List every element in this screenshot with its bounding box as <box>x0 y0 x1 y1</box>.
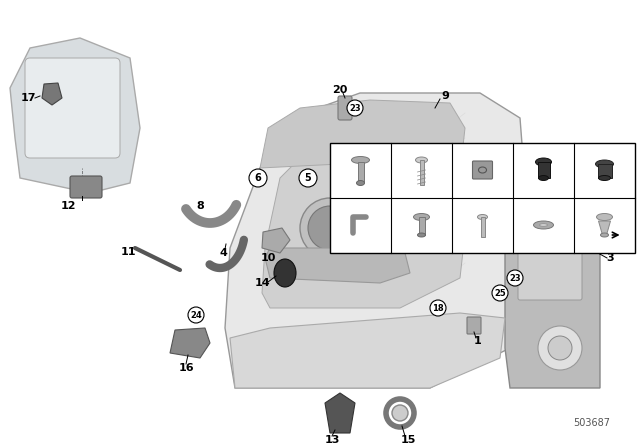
Circle shape <box>502 150 518 166</box>
Text: 23: 23 <box>509 273 521 283</box>
Polygon shape <box>170 328 210 358</box>
Text: 24: 24 <box>190 310 202 319</box>
Bar <box>419 217 424 235</box>
Ellipse shape <box>598 176 611 181</box>
Text: 503687: 503687 <box>573 418 610 428</box>
Polygon shape <box>505 148 600 388</box>
FancyBboxPatch shape <box>472 161 493 179</box>
Ellipse shape <box>538 176 548 181</box>
Text: 10: 10 <box>260 253 276 263</box>
Ellipse shape <box>413 214 429 220</box>
Ellipse shape <box>417 233 426 237</box>
Text: 23: 23 <box>512 233 524 242</box>
Text: 23: 23 <box>477 241 487 247</box>
Ellipse shape <box>274 259 296 287</box>
Text: 19: 19 <box>589 146 600 155</box>
Text: 18: 18 <box>340 206 351 215</box>
Text: 22: 22 <box>399 154 411 163</box>
Ellipse shape <box>356 181 365 185</box>
Text: 16: 16 <box>178 363 194 373</box>
Polygon shape <box>42 83 62 105</box>
Polygon shape <box>262 133 470 308</box>
Ellipse shape <box>477 215 488 220</box>
Text: 5: 5 <box>532 206 538 215</box>
Text: 20: 20 <box>332 85 348 95</box>
Ellipse shape <box>596 214 612 220</box>
Circle shape <box>395 223 415 243</box>
Text: 6: 6 <box>255 173 261 183</box>
Text: 1: 1 <box>474 336 482 346</box>
Polygon shape <box>262 228 290 253</box>
Ellipse shape <box>534 221 554 229</box>
Circle shape <box>188 307 204 323</box>
FancyBboxPatch shape <box>70 176 102 198</box>
Text: 17: 17 <box>20 93 36 103</box>
Ellipse shape <box>415 157 428 163</box>
Text: 6: 6 <box>472 206 477 215</box>
Ellipse shape <box>351 156 369 164</box>
Circle shape <box>299 169 317 187</box>
Text: 3: 3 <box>606 253 614 263</box>
Text: 18: 18 <box>432 303 444 313</box>
Bar <box>330 143 635 253</box>
Polygon shape <box>225 93 530 388</box>
Ellipse shape <box>540 224 547 227</box>
Ellipse shape <box>600 233 609 237</box>
Circle shape <box>430 300 446 316</box>
Text: 14: 14 <box>255 278 271 288</box>
Circle shape <box>507 270 523 286</box>
FancyBboxPatch shape <box>467 317 481 334</box>
Bar <box>598 164 611 178</box>
FancyBboxPatch shape <box>518 216 582 300</box>
Bar <box>358 162 364 182</box>
Text: 23: 23 <box>349 103 361 112</box>
Text: 22: 22 <box>465 146 476 155</box>
Text: 25: 25 <box>340 146 351 155</box>
Polygon shape <box>230 313 505 388</box>
Circle shape <box>497 190 513 206</box>
Text: 23: 23 <box>422 242 431 248</box>
Text: 21: 21 <box>527 146 540 155</box>
FancyBboxPatch shape <box>25 58 120 158</box>
Circle shape <box>392 405 408 421</box>
FancyBboxPatch shape <box>338 96 352 120</box>
Text: 2: 2 <box>507 154 513 163</box>
Polygon shape <box>10 38 140 193</box>
Text: 7: 7 <box>408 206 414 215</box>
Bar <box>419 160 424 185</box>
Circle shape <box>510 230 526 246</box>
Text: 13: 13 <box>324 435 340 445</box>
Ellipse shape <box>536 158 552 166</box>
Text: 11: 11 <box>120 247 136 257</box>
Circle shape <box>300 198 360 258</box>
Text: 12: 12 <box>60 201 76 211</box>
Bar <box>481 217 484 237</box>
Polygon shape <box>265 248 410 283</box>
Circle shape <box>249 169 267 187</box>
Text: 24: 24 <box>406 146 417 155</box>
Text: 21: 21 <box>499 194 511 202</box>
Circle shape <box>502 170 518 186</box>
Ellipse shape <box>595 160 614 168</box>
Circle shape <box>548 336 572 360</box>
Circle shape <box>538 326 582 370</box>
Bar <box>538 162 550 178</box>
Circle shape <box>308 206 352 250</box>
Circle shape <box>492 285 508 301</box>
Text: 15: 15 <box>400 435 416 445</box>
Polygon shape <box>260 100 465 173</box>
Circle shape <box>396 149 414 167</box>
Polygon shape <box>325 393 355 433</box>
Text: 25: 25 <box>494 289 506 297</box>
Text: 19: 19 <box>504 173 516 182</box>
Text: 2: 2 <box>591 206 597 215</box>
Text: 5: 5 <box>305 173 312 183</box>
Text: 7: 7 <box>402 228 408 238</box>
Circle shape <box>347 100 363 116</box>
Text: 8: 8 <box>196 201 204 211</box>
Text: 4: 4 <box>219 248 227 258</box>
Text: 9: 9 <box>441 91 449 101</box>
Polygon shape <box>598 221 611 235</box>
